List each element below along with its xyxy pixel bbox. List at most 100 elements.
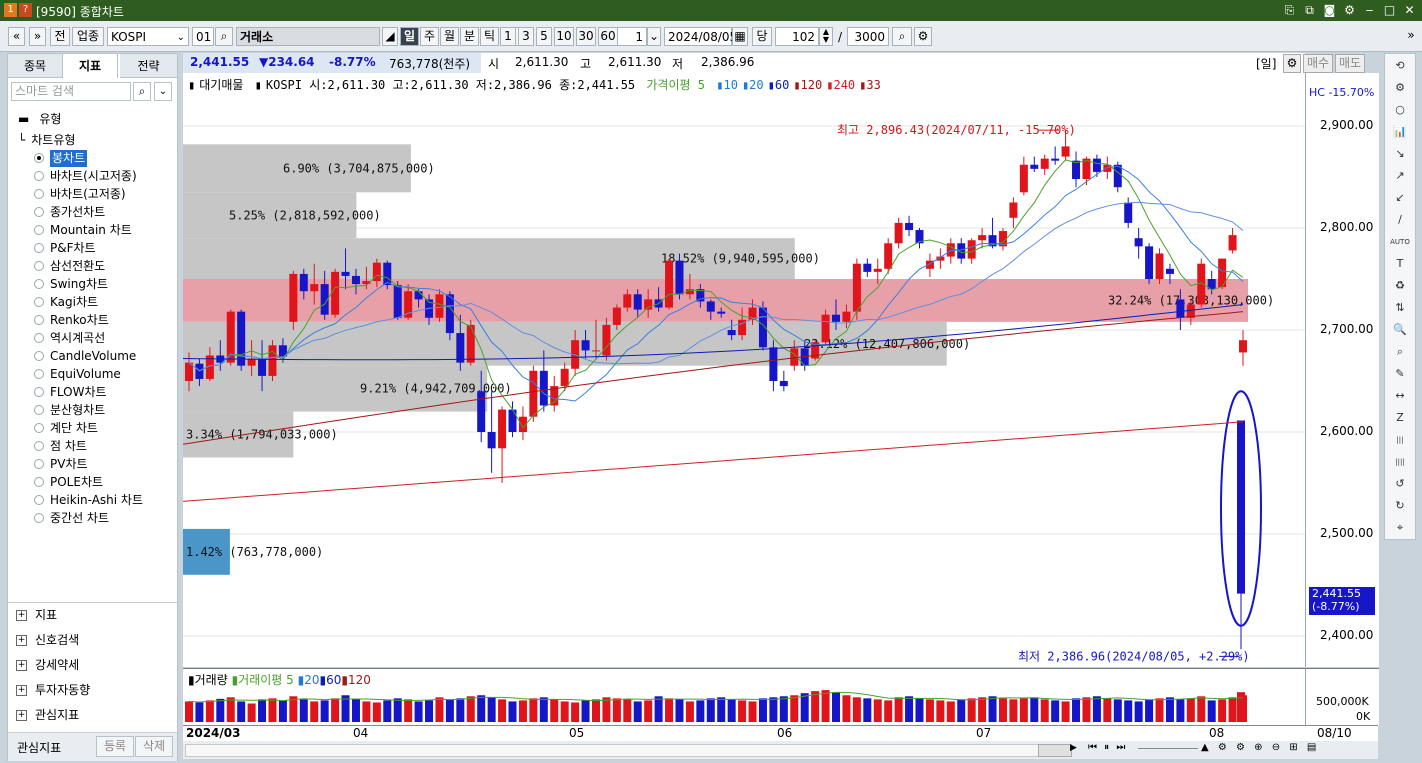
interval-5[interactable]: 5	[536, 27, 552, 46]
drawing-tool-icon[interactable]: ↺	[1395, 477, 1405, 490]
expand-icon[interactable]: +	[16, 660, 27, 671]
sub-code-input[interactable]: 01	[192, 27, 214, 46]
radio-icon[interactable]	[34, 225, 44, 235]
radio-icon[interactable]	[34, 441, 44, 451]
dang-button[interactable]: 당	[752, 27, 772, 46]
tab-0[interactable]: 종목	[8, 54, 63, 78]
code-input[interactable]: KOSPI ⌄	[107, 27, 189, 46]
chart-settings-icon[interactable]: ⚙	[1283, 54, 1301, 73]
radio-icon[interactable]	[34, 207, 44, 217]
sell-button[interactable]: 매도	[1335, 54, 1365, 73]
period-1[interactable]: 주	[420, 27, 439, 46]
scroll-thumb[interactable]	[1038, 744, 1072, 757]
interval-3[interactable]: 3	[518, 27, 534, 46]
radio-icon[interactable]	[34, 297, 44, 307]
radio-icon[interactable]	[34, 423, 44, 433]
drawing-tool-icon[interactable]: ⟲	[1395, 59, 1405, 72]
register-button[interactable]: 등록	[96, 736, 134, 757]
search-icon[interactable]: ⌕	[215, 27, 233, 46]
drawing-tool-icon[interactable]: ||||	[1395, 458, 1405, 466]
delete-button[interactable]: 삭제	[135, 736, 173, 757]
period-3[interactable]: 분	[460, 27, 479, 46]
expand-icon[interactable]: +	[16, 610, 27, 621]
drawing-tool-icon[interactable]: |||	[1396, 436, 1404, 444]
drawing-tool-icon[interactable]: AUTO	[1390, 238, 1410, 246]
radio-icon[interactable]	[34, 171, 44, 181]
expand-icon[interactable]: +	[16, 635, 27, 646]
period-0[interactable]: 일	[400, 27, 419, 46]
drawing-tool-icon[interactable]: ⌕	[1396, 345, 1404, 358]
period-2[interactable]: 월	[440, 27, 459, 46]
drawing-tool-icon[interactable]: ⇅	[1395, 301, 1405, 314]
radio-icon[interactable]	[34, 279, 44, 289]
interval-60[interactable]: 60	[598, 27, 618, 46]
type-section-header[interactable]: ▬ 유형	[8, 108, 177, 130]
drawing-tool-icon[interactable]: ↗	[1395, 169, 1405, 182]
radio-icon[interactable]	[34, 153, 44, 163]
section-item[interactable]: + 관심지표	[16, 704, 176, 726]
horizontal-scrollbar[interactable]	[185, 744, 1067, 757]
section-item[interactable]: + 지표	[16, 604, 176, 626]
drawing-tool-icon[interactable]: Z	[1396, 411, 1404, 424]
section-item[interactable]: + 신호검색	[16, 629, 176, 651]
drawing-tool-icon[interactable]: 🔍	[1393, 323, 1407, 336]
drawing-tool-icon[interactable]: ⌖	[1396, 521, 1404, 534]
drawing-tool-icon[interactable]: /	[1398, 213, 1402, 226]
bars-input[interactable]: 102	[775, 27, 819, 46]
gear-icon[interactable]: ⚙	[914, 27, 932, 46]
radio-icon[interactable]	[34, 333, 44, 343]
market-dropdown-button[interactable]: ◢	[382, 27, 398, 46]
drawing-tool-icon[interactable]: ↙	[1395, 191, 1405, 204]
radio-icon[interactable]	[34, 459, 44, 469]
interval-1[interactable]: 1	[500, 27, 516, 46]
expand-icon[interactable]: +	[16, 685, 27, 696]
drawing-tool-icon[interactable]: ○	[1395, 103, 1405, 116]
interval-10[interactable]: 10	[554, 27, 574, 46]
search-icon[interactable]: ⌕	[133, 82, 151, 101]
upjong-button[interactable]: 업종	[72, 27, 104, 46]
radio-icon[interactable]	[34, 477, 44, 487]
interval-30[interactable]: 30	[576, 27, 596, 46]
radio-icon[interactable]	[34, 369, 44, 379]
tab-2[interactable]: 전략	[120, 54, 178, 78]
collapse-icon[interactable]: »	[1407, 28, 1415, 42]
total-input[interactable]: 3000	[847, 27, 889, 46]
zoom-slider[interactable]	[1138, 748, 1198, 749]
volume-chart[interactable]: ▮거래량 ▮거래이평 5 ▮20▮60▮120	[183, 668, 1305, 726]
scroll-right-icon[interactable]: ▶	[1070, 743, 1077, 753]
count-input[interactable]: 1	[617, 27, 647, 46]
window-control-0[interactable]: ⎘	[1284, 3, 1295, 17]
window-control-3[interactable]: ⚙	[1344, 3, 1355, 17]
tab-1[interactable]: 지표	[63, 54, 118, 78]
smart-search-input[interactable]: 스마트 검색	[11, 82, 131, 101]
zoom-icon[interactable]: ⌕	[892, 27, 912, 46]
chevron-down-icon[interactable]: ⌄	[176, 32, 185, 43]
help-icon[interactable]: ?	[19, 3, 32, 17]
drawing-tool-icon[interactable]: ✎	[1395, 367, 1405, 380]
drawing-tool-icon[interactable]: T	[1396, 257, 1404, 270]
dropdown-button[interactable]: »	[29, 27, 46, 46]
playback-controls[interactable]: ⏮ ⏸ ⏭	[1088, 742, 1128, 753]
radio-icon[interactable]	[34, 189, 44, 199]
date-input[interactable]: 2024/08/05	[664, 27, 737, 46]
expand-icon[interactable]: +	[16, 710, 27, 721]
buy-button[interactable]: 매수	[1303, 54, 1333, 73]
section-item[interactable]: + 강세약세	[16, 654, 176, 676]
drawing-tool-icon[interactable]: ↻	[1395, 499, 1405, 512]
window-control-5[interactable]: □	[1383, 3, 1396, 17]
radio-icon[interactable]	[34, 243, 44, 253]
drawing-tool-icon[interactable]: ⚙	[1395, 81, 1405, 94]
jeon-button[interactable]: 전	[50, 27, 70, 46]
chevron-down-icon[interactable]: ⌄	[154, 82, 172, 101]
count-dropdown-icon[interactable]: ⌄	[647, 27, 661, 46]
chart-tool-icons[interactable]: ▲ ⚙ ⚙ ⊕ ⊖ ⊞ ▤	[1201, 742, 1320, 753]
radio-icon[interactable]	[34, 495, 44, 505]
period-4[interactable]: 틱	[480, 27, 499, 46]
window-control-4[interactable]: ‒	[1365, 3, 1374, 17]
window-control-2[interactable]: ◙	[1323, 3, 1336, 17]
radio-icon[interactable]	[34, 387, 44, 397]
radio-icon[interactable]	[34, 513, 44, 523]
drawing-tool-icon[interactable]: 📊	[1393, 125, 1407, 138]
drawing-tool-icon[interactable]: ↘	[1395, 147, 1405, 160]
radio-icon[interactable]	[34, 351, 44, 361]
